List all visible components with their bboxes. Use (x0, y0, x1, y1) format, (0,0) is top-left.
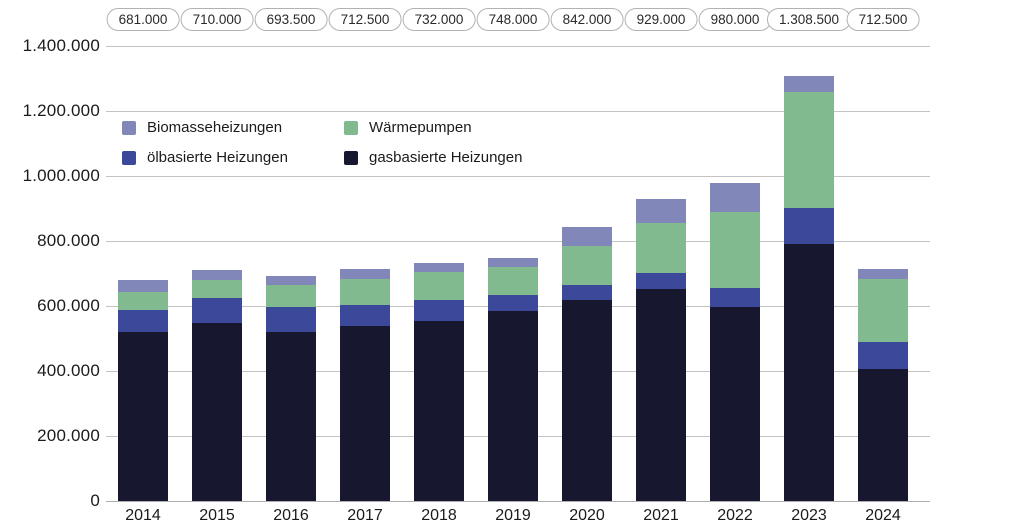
y-tick-label: 0 (90, 491, 100, 510)
bar-segment-2016-gasbasierte-heizungen[interactable] (266, 332, 316, 501)
bar-segment-2023-wärmepumpen[interactable] (784, 91, 834, 208)
y-tick-label: 1.400.000 (22, 36, 100, 55)
y-tick-label: 600.000 (37, 296, 100, 315)
legend-label: Wärmepumpen (369, 119, 472, 136)
x-tick-label-2016: 2016 (273, 507, 309, 524)
total-label-2018: 732.000 (402, 8, 476, 31)
total-label-2023: 1.308.500 (766, 8, 852, 31)
bar-segment-2020-biomasseheizungen[interactable] (562, 227, 612, 247)
bar-segment-2020-ölbasierte-heizungen[interactable] (562, 285, 612, 300)
x-tick-label-2024: 2024 (865, 507, 901, 524)
total-label-2015: 710.000 (180, 8, 254, 31)
bar-segment-2015-biomasseheizungen[interactable] (192, 270, 242, 280)
bar-segment-2022-wärmepumpen[interactable] (710, 211, 760, 289)
bar-segment-2014-biomasseheizungen[interactable] (118, 279, 168, 292)
legend-item-biomasseheizungen[interactable]: Biomasseheizungen (122, 119, 282, 136)
bar-segment-2022-biomasseheizungen[interactable] (710, 182, 760, 212)
bar-segment-2023-biomasseheizungen[interactable] (784, 75, 834, 92)
x-tick-label-2022: 2022 (717, 507, 753, 524)
bar-segment-2014-ölbasierte-heizungen[interactable] (118, 310, 168, 333)
legend-label: ölbasierte Heizungen (147, 149, 288, 166)
bar-segment-2018-gasbasierte-heizungen[interactable] (414, 320, 464, 501)
bar-segment-2017-biomasseheizungen[interactable] (340, 269, 390, 280)
total-label-2022: 980.000 (698, 8, 772, 31)
bar-segment-2019-wärmepumpen[interactable] (488, 266, 538, 296)
legend-swatch-icon (344, 120, 358, 135)
x-tick-label-2017: 2017 (347, 507, 383, 524)
x-tick-label-2021: 2021 (643, 507, 679, 524)
y-tick-label: 1.200.000 (22, 101, 100, 120)
total-label-2020: 842.000 (550, 8, 624, 31)
total-label-2024: 712.500 (846, 8, 920, 31)
legend-item-wärmepumpen[interactable]: Wärmepumpen (344, 119, 472, 136)
total-label-2021: 929.000 (624, 8, 698, 31)
total-label-2014: 681.000 (106, 8, 180, 31)
bar-segment-2019-gasbasierte-heizungen[interactable] (488, 311, 538, 501)
bar-segment-2018-ölbasierte-heizungen[interactable] (414, 300, 464, 321)
bar-segment-2024-wärmepumpen[interactable] (858, 279, 908, 342)
total-label-2017: 712.500 (328, 8, 402, 31)
x-tick-label-2018: 2018 (421, 507, 457, 524)
x-tick-label-2023: 2023 (791, 507, 827, 524)
bar-segment-2015-ölbasierte-heizungen[interactable] (192, 298, 242, 324)
bar-segment-2015-gasbasierte-heizungen[interactable] (192, 323, 242, 501)
bar-segment-2019-ölbasierte-heizungen[interactable] (488, 295, 538, 312)
bar-segment-2018-wärmepumpen[interactable] (414, 271, 464, 301)
bar-segment-2014-gasbasierte-heizungen[interactable] (118, 332, 168, 501)
bar-segment-2024-gasbasierte-heizungen[interactable] (858, 369, 908, 501)
bar-segment-2015-wärmepumpen[interactable] (192, 279, 242, 299)
bar-segment-2024-ölbasierte-heizungen[interactable] (858, 341, 908, 370)
legend-swatch-icon (344, 150, 358, 165)
bar-segment-2017-ölbasierte-heizungen[interactable] (340, 304, 390, 326)
gridline-1.400.000 (106, 46, 930, 47)
bar-segment-2020-wärmepumpen[interactable] (562, 246, 612, 286)
bar-segment-2024-biomasseheizungen[interactable] (858, 269, 908, 280)
legend-swatch-icon (122, 120, 136, 135)
bar-segment-2023-gasbasierte-heizungen[interactable] (784, 244, 834, 501)
gridline-800.000 (106, 241, 930, 242)
bar-segment-2019-biomasseheizungen[interactable] (488, 257, 538, 267)
bar-segment-2017-wärmepumpen[interactable] (340, 279, 390, 305)
bar-segment-2016-ölbasierte-heizungen[interactable] (266, 306, 316, 332)
gridline-0 (106, 501, 930, 502)
y-tick-label: 1.000.000 (22, 166, 100, 185)
legend-label: gasbasierte Heizungen (369, 149, 523, 166)
legend-item-ölbasierte-heizungen[interactable]: ölbasierte Heizungen (122, 149, 288, 166)
x-tick-label-2015: 2015 (199, 507, 235, 524)
x-tick-label-2020: 2020 (569, 507, 605, 524)
y-tick-label: 800.000 (37, 231, 100, 250)
legend-label: Biomasseheizungen (147, 119, 283, 136)
bar-segment-2017-gasbasierte-heizungen[interactable] (340, 325, 390, 501)
total-label-2016: 693.500 (254, 8, 328, 31)
gridline-1.000.000 (106, 176, 930, 177)
y-tick-label: 400.000 (37, 361, 100, 380)
legend-item-gasbasierte-heizungen[interactable]: gasbasierte Heizungen (344, 149, 522, 166)
y-tick-label: 200.000 (37, 426, 100, 445)
bar-segment-2021-ölbasierte-heizungen[interactable] (636, 272, 686, 289)
bar-segment-2018-biomasseheizungen[interactable] (414, 263, 464, 272)
bar-segment-2021-biomasseheizungen[interactable] (636, 199, 686, 223)
gridline-1.200.000 (106, 111, 930, 112)
bar-segment-2022-gasbasierte-heizungen[interactable] (710, 306, 760, 501)
bar-segment-2016-biomasseheizungen[interactable] (266, 275, 316, 286)
bar-segment-2022-ölbasierte-heizungen[interactable] (710, 288, 760, 307)
bar-segment-2021-wärmepumpen[interactable] (636, 222, 686, 273)
x-tick-label-2014: 2014 (125, 507, 161, 524)
legend-swatch-icon (122, 150, 136, 165)
x-tick-label-2019: 2019 (495, 507, 531, 524)
total-label-2019: 748.000 (476, 8, 550, 31)
bar-segment-2023-ölbasierte-heizungen[interactable] (784, 207, 834, 245)
bar-segment-2016-wärmepumpen[interactable] (266, 285, 316, 307)
bar-segment-2014-wärmepumpen[interactable] (118, 291, 168, 311)
bar-segment-2021-gasbasierte-heizungen[interactable] (636, 288, 686, 501)
bar-segment-2020-gasbasierte-heizungen[interactable] (562, 299, 612, 501)
